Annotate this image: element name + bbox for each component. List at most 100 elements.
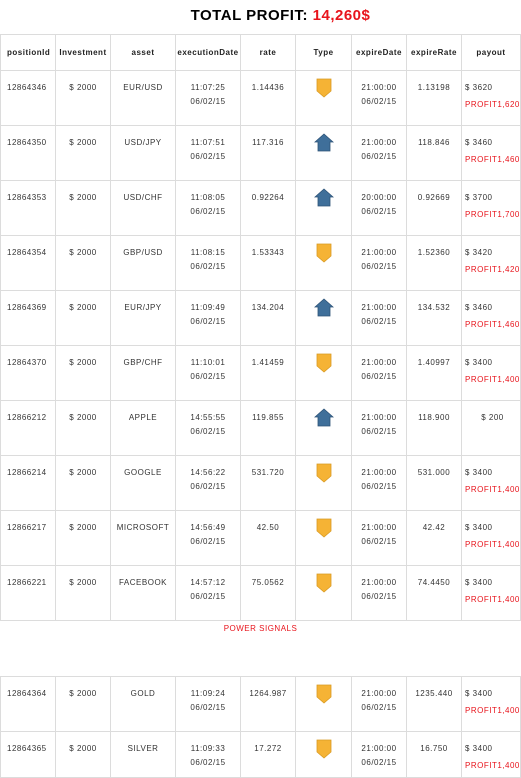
table-cell: 42.50 xyxy=(240,510,296,566)
table-cell: 0.92264 xyxy=(240,180,296,236)
execution-date: 06/02/15 xyxy=(190,97,226,106)
table-row: 12866217 $ 2000 MICROSOFT 14:56:49 06/02/15 4… xyxy=(0,510,521,566)
table-cell: 14:56:49 06/02/15 xyxy=(175,510,241,566)
column-header: asset xyxy=(110,34,176,71)
profit-amount: PROFIT1,400 xyxy=(465,375,520,384)
table-row: 12864365 $ 2000 SILVER 11:09:33 06/02/15 17.2… xyxy=(0,731,521,778)
position-id: 12864369 xyxy=(7,303,47,312)
asset-name: GBP/CHF xyxy=(123,358,163,367)
table-row: 12864354 $ 2000 GBP/USD 11:08:15 06/02/15 1.5… xyxy=(0,235,521,291)
expire-time: 21:00:00 xyxy=(361,248,397,257)
arrow-down-icon xyxy=(314,572,334,596)
table-cell: 21:00:00 06/02/15 xyxy=(351,676,407,732)
table-cell: $ 200 xyxy=(461,400,521,456)
table-cell: $ 2000 xyxy=(55,565,111,621)
investment: $ 2000 xyxy=(69,358,97,367)
table-cell: 21:00:00 06/02/15 xyxy=(351,510,407,566)
execution-time: 11:07:51 xyxy=(190,138,226,147)
table-cell: $ 3400 PROFIT1,400 xyxy=(461,731,521,778)
table-cell: 17.272 xyxy=(240,731,296,778)
table-cell: 12864364 xyxy=(0,676,56,732)
rate: 531.720 xyxy=(251,468,285,477)
table-row: 12866212 $ 2000 APPLE 14:55:55 06/02/15 119.8… xyxy=(0,400,521,456)
type-cell xyxy=(295,290,352,346)
table-cell: 11:09:49 06/02/15 xyxy=(175,290,241,346)
investment: $ 2000 xyxy=(69,578,97,587)
expire-rate: 42.42 xyxy=(422,523,446,532)
table-row: 12864370 $ 2000 GBP/CHF 11:10:01 06/02/15 1.4… xyxy=(0,345,521,401)
type-cell xyxy=(295,731,352,778)
execution-time: 11:09:24 xyxy=(190,689,226,698)
type-cell xyxy=(295,125,352,181)
type-cell xyxy=(295,70,352,126)
table-cell: $ 3460 PROFIT1,460 xyxy=(461,290,521,346)
table-cell: 1264.987 xyxy=(240,676,296,732)
table-cell: $ 3400 PROFIT1,400 xyxy=(461,676,521,732)
expire-time: 21:00:00 xyxy=(361,413,397,422)
table-row: 12864364 $ 2000 GOLD 11:09:24 06/02/15 1264.9… xyxy=(0,676,521,732)
position-id: 12864346 xyxy=(7,83,47,92)
expire-rate: 74.4450 xyxy=(417,578,451,587)
profit-amount: PROFIT1,400 xyxy=(465,485,520,494)
table-cell: EUR/USD xyxy=(110,70,176,126)
position-id: 12864350 xyxy=(7,138,47,147)
expire-date: 06/02/15 xyxy=(361,262,397,271)
expire-time: 21:00:00 xyxy=(361,83,397,92)
profit-amount: PROFIT1,620 xyxy=(465,100,520,109)
expire-time: 21:00:00 xyxy=(361,744,397,753)
table-cell: $ 3620 PROFIT1,620 xyxy=(461,70,521,126)
table-cell: 11:07:25 06/02/15 xyxy=(175,70,241,126)
payout-amount: $ 3400 xyxy=(465,523,493,532)
arrow-up-icon xyxy=(313,297,334,321)
table-cell: 21:00:00 06/02/15 xyxy=(351,345,407,401)
arrow-down-icon xyxy=(314,517,334,541)
payout-amount: $ 3460 xyxy=(465,303,493,312)
expire-date: 06/02/15 xyxy=(361,592,397,601)
asset-name: EUR/USD xyxy=(123,83,163,92)
payout-amount: $ 3400 xyxy=(465,358,493,367)
position-id: 12864354 xyxy=(7,248,47,257)
table-cell: 12864353 xyxy=(0,180,56,236)
total-profit-label: TOTAL PROFIT: xyxy=(190,7,308,24)
rate: 0.92264 xyxy=(251,193,285,202)
table-cell: 12864365 xyxy=(0,731,56,778)
table-row: 12864353 $ 2000 USD/CHF 11:08:05 06/02/15 0.9… xyxy=(0,180,521,236)
rate: 17.272 xyxy=(254,744,282,753)
table-cell: SILVER xyxy=(110,731,176,778)
table-cell: $ 2000 xyxy=(55,235,111,291)
investment: $ 2000 xyxy=(69,413,97,422)
investment: $ 2000 xyxy=(69,689,97,698)
execution-date: 06/02/15 xyxy=(190,152,226,161)
table-cell: 21:00:00 06/02/15 xyxy=(351,731,407,778)
table-cell: 134.532 xyxy=(406,290,462,346)
execution-date: 06/02/15 xyxy=(190,703,226,712)
table-cell: 1.14436 xyxy=(240,70,296,126)
execution-time: 11:08:15 xyxy=(190,248,226,257)
table-cell: $ 2000 xyxy=(55,125,111,181)
total-profit-value: 14,260$ xyxy=(312,7,371,24)
table-cell: 0.92669 xyxy=(406,180,462,236)
execution-time: 11:08:05 xyxy=(190,193,226,202)
type-cell xyxy=(295,455,352,511)
table-cell: $ 2000 xyxy=(55,290,111,346)
execution-date: 06/02/15 xyxy=(190,482,226,491)
power-signals-label: POWER SIGNALS xyxy=(223,624,298,633)
profit-amount: PROFIT1,460 xyxy=(465,155,520,164)
rate: 1.14436 xyxy=(251,83,285,92)
column-header: rate xyxy=(240,34,296,71)
rate: 75.0562 xyxy=(251,578,285,587)
expire-date: 06/02/15 xyxy=(361,207,397,216)
expire-date: 06/02/15 xyxy=(361,152,397,161)
table-cell: GOOGLE xyxy=(110,455,176,511)
profit-amount: PROFIT1,700 xyxy=(465,210,520,219)
payout-amount: $ 3400 xyxy=(465,744,493,753)
table-cell: APPLE xyxy=(110,400,176,456)
expire-time: 21:00:00 xyxy=(361,358,397,367)
asset-name: USD/CHF xyxy=(123,193,163,202)
expire-date: 06/02/15 xyxy=(361,372,397,381)
payout-amount: $ 3620 xyxy=(465,83,493,92)
investment: $ 2000 xyxy=(69,83,97,92)
table-cell: 1.13198 xyxy=(406,70,462,126)
table-cell: 12866214 xyxy=(0,455,56,511)
asset-name: GOLD xyxy=(130,689,156,698)
